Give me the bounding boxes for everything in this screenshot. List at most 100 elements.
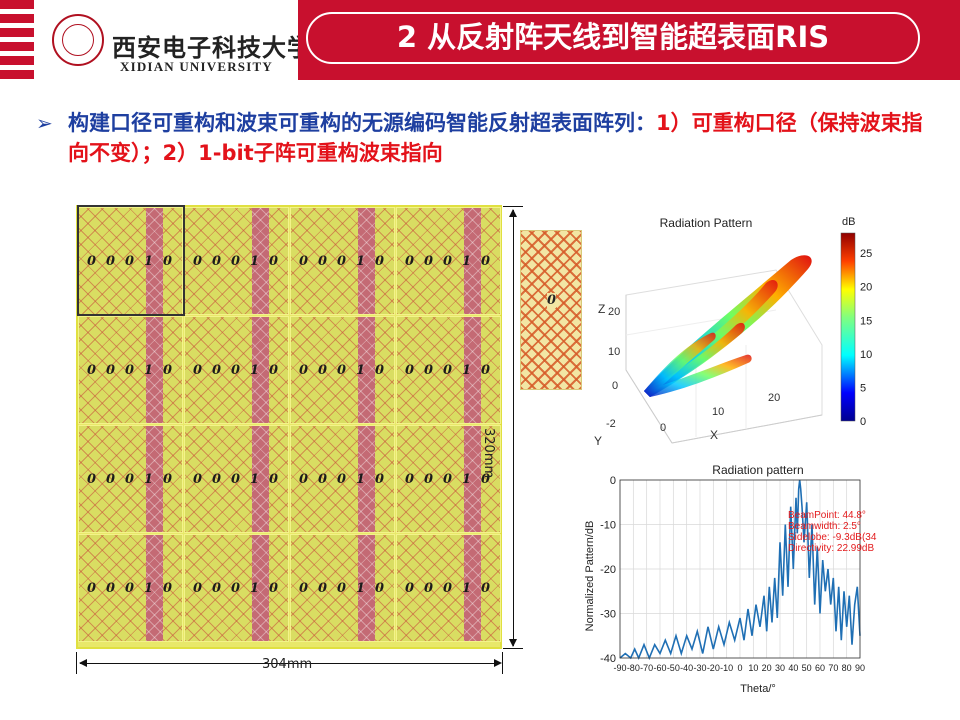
bit-label: 0	[375, 254, 385, 269]
unit-cell-strip	[520, 230, 582, 390]
coding-column-1	[252, 426, 269, 532]
bit-label: 0	[212, 254, 222, 269]
title-frame	[306, 12, 920, 64]
chart-x-tick: 60	[815, 663, 825, 673]
coding-column-1	[358, 426, 375, 532]
chart-x-tick: 30	[775, 663, 785, 673]
bit-label: 0	[337, 472, 347, 487]
bit-label: 1	[462, 581, 472, 596]
coding-column-1	[252, 535, 269, 641]
coding-column-1	[146, 535, 163, 641]
bit-label: 0	[424, 254, 434, 269]
pattern3d-z-tick-20: 20	[608, 306, 620, 318]
radiation-pattern-3d: Radiation Pattern Z 20 10 0 0 10 20 X -2…	[594, 216, 872, 448]
chart-xlabel: Theta/°	[740, 683, 776, 695]
height-arrow-bottom-icon	[509, 639, 517, 647]
width-arrow-right-icon	[494, 659, 502, 667]
bit-label: 1	[462, 254, 472, 269]
chart-y-tick: -10	[600, 520, 616, 532]
bit-label: 0	[87, 363, 97, 378]
chart-ylabel: Normalized Pattern/dB	[584, 521, 596, 632]
colorbar-tick: 10	[860, 349, 872, 361]
colorbar-tick: 20	[860, 282, 872, 294]
bit-label: 0	[87, 472, 97, 487]
pattern3d-x-tick-10: 10	[712, 406, 724, 418]
pattern3d-x-tick-20: 20	[768, 392, 780, 404]
pattern3d-z-tick-10: 10	[608, 346, 620, 358]
colorbar-tick: 25	[860, 248, 872, 260]
selected-subarray-box	[77, 205, 185, 316]
bit-label: 0	[231, 581, 241, 596]
chart-frame	[619, 479, 861, 659]
chart-x-tick: -40	[680, 663, 693, 673]
width-dim-line	[80, 663, 498, 664]
bit-label: 0	[443, 363, 453, 378]
bit-label: 0	[106, 581, 116, 596]
bit-label: 0	[87, 254, 97, 269]
bit-label: 0	[269, 363, 279, 378]
width-dim-tick-left	[76, 652, 77, 674]
pattern3d-z-tick-0: 0	[612, 380, 618, 392]
pattern3d-x-axis	[671, 414, 823, 444]
annotation-sidelobe: Sidelobe: -9.3dB(34	[788, 532, 877, 543]
colorbar-tick: 15	[860, 315, 872, 327]
pattern3d-x-label: X	[710, 428, 718, 442]
bit-label: 0	[269, 581, 279, 596]
bit-label: 0	[106, 363, 116, 378]
chart-x-tick: 70	[828, 663, 838, 673]
bullet-text-rest: 1）可重构口径（保持波束指向不变）；2）1-bit子阵可重构波束指向	[68, 111, 923, 165]
bullet-text: 构建口径可重构和波束可重构的无源编码智能反射超表面阵列：1）可重构口径（保持波束…	[68, 108, 928, 168]
bit-label: 0	[424, 581, 434, 596]
bit-label: 0	[481, 363, 491, 378]
bit-label: 1	[250, 581, 260, 596]
bit-label: 0	[318, 363, 328, 378]
bit-label: 0	[337, 363, 347, 378]
bit-label: 0	[405, 363, 415, 378]
bit-label: 0	[299, 472, 309, 487]
bit-label: 1	[144, 254, 154, 269]
coding-column-1	[464, 317, 481, 423]
bit-label: 1	[356, 472, 366, 487]
coding-column-1	[358, 208, 375, 314]
bit-label: 0	[231, 472, 241, 487]
bit-label: 0	[405, 254, 415, 269]
bit-label: 0	[163, 363, 173, 378]
bit-label: 0	[375, 363, 385, 378]
bit-label: 0	[337, 581, 347, 596]
coding-column-1	[146, 317, 163, 423]
chart-y-tick: -20	[600, 564, 616, 576]
width-dimension-label: 304mm	[262, 657, 313, 672]
bit-label: 0	[231, 254, 241, 269]
chart-y-tick: 0	[610, 475, 616, 487]
height-arrow-top-icon	[509, 209, 517, 217]
chart-title: Radiation pattern	[712, 463, 803, 477]
bit-label: 0	[163, 472, 173, 487]
radiation-pattern-chart: Radiation pattern Theta/° Normalized Pat…	[584, 463, 877, 695]
bit-label: 0	[318, 581, 328, 596]
chart-x-tick: 10	[748, 663, 758, 673]
bit-label: 0	[337, 254, 347, 269]
chart-y-tick: -40	[600, 653, 616, 665]
bit-label: 1	[144, 472, 154, 487]
bit-label: 0	[125, 472, 135, 487]
header-stripes	[0, 0, 34, 80]
chart-x-tick: -30	[693, 663, 706, 673]
coding-column-1	[146, 426, 163, 532]
university-name-cn: 西安电子科技大学	[112, 33, 312, 62]
width-dim-tick-right	[502, 652, 503, 674]
bit-label: 0	[375, 472, 385, 487]
bit-label: 0	[318, 254, 328, 269]
bit-label: 0	[405, 581, 415, 596]
bit-label: 1	[462, 472, 472, 487]
bit-label: 0	[106, 254, 116, 269]
chart-x-tick: 50	[802, 663, 812, 673]
chart-x-tick: -20	[707, 663, 720, 673]
